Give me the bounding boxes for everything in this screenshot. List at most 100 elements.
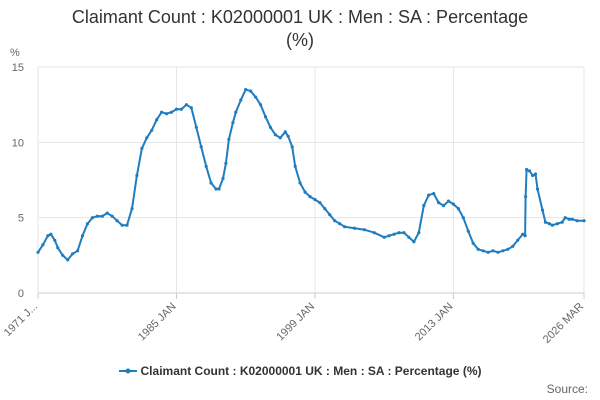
data-point	[466, 229, 470, 233]
data-point	[550, 223, 554, 227]
data-point	[547, 222, 552, 226]
data-point	[46, 234, 50, 238]
data-point	[217, 187, 221, 191]
data-point	[441, 204, 446, 208]
data-point	[36, 250, 40, 254]
data-point	[496, 250, 500, 254]
data-point	[352, 226, 357, 230]
data-point	[323, 207, 327, 211]
data-point	[95, 214, 99, 218]
data-point	[85, 222, 90, 226]
data-point	[110, 214, 114, 218]
data-point	[523, 234, 527, 238]
data-point	[481, 249, 485, 253]
data-point	[204, 164, 208, 168]
data-point	[501, 249, 505, 253]
data-point	[582, 219, 586, 223]
data-point	[259, 103, 263, 107]
data-point	[412, 240, 416, 244]
data-point	[521, 232, 525, 236]
data-point	[56, 246, 60, 250]
data-point	[333, 219, 337, 223]
data-point	[446, 199, 451, 203]
legend[interactable]: Claimant Count : K02000001 UK : Men : SA…	[0, 364, 600, 379]
data-point	[575, 219, 579, 223]
data-point	[179, 107, 183, 111]
legend-item[interactable]: Claimant Count : K02000001 UK : Men : SA…	[118, 364, 482, 378]
data-point	[491, 249, 495, 253]
data-point	[382, 235, 386, 239]
data-point	[417, 231, 421, 235]
chart-title-line2: (%)	[286, 30, 314, 50]
data-point	[244, 88, 248, 92]
data-point	[234, 110, 238, 114]
data-point	[533, 172, 538, 176]
data-point	[189, 106, 193, 110]
data-point	[140, 146, 144, 150]
x-tick-label: 2026 MAR	[541, 301, 586, 346]
data-point	[451, 202, 455, 206]
data-point	[570, 217, 574, 221]
data-point	[511, 244, 515, 248]
data-point	[61, 253, 65, 257]
data-point	[560, 220, 564, 224]
data-point	[90, 216, 94, 220]
data-point	[567, 217, 571, 221]
data-point	[318, 201, 322, 205]
data-point	[293, 164, 297, 168]
data-point	[160, 110, 164, 114]
data-point	[432, 192, 436, 196]
data-point	[476, 247, 480, 251]
data-point	[397, 231, 401, 235]
data-point	[184, 103, 188, 107]
data-point	[392, 232, 396, 236]
data-point	[169, 110, 174, 114]
data-point	[249, 89, 253, 93]
data-point	[165, 112, 169, 116]
data-point	[422, 204, 426, 208]
data-point	[76, 249, 80, 253]
data-point	[338, 222, 342, 226]
data-point	[486, 250, 490, 254]
data-point	[150, 128, 154, 132]
data-point	[120, 223, 124, 227]
source-label: Source:	[546, 382, 588, 396]
data-point	[313, 198, 317, 202]
data-point	[456, 207, 460, 211]
data-point	[224, 161, 228, 165]
data-point	[174, 107, 179, 111]
data-point	[528, 169, 532, 173]
data-point	[437, 201, 441, 205]
data-point	[298, 181, 302, 185]
data-point	[525, 167, 529, 172]
data-point	[80, 234, 85, 238]
data-point	[194, 125, 198, 129]
data-point	[268, 125, 272, 129]
data-point	[263, 115, 268, 119]
data-point	[254, 95, 258, 99]
data-point	[135, 173, 139, 178]
data-point	[308, 195, 312, 199]
data-point	[49, 232, 53, 236]
data-point	[555, 222, 559, 226]
legend-label: Claimant Count : K02000001 UK : Men : SA…	[140, 364, 482, 378]
data-point	[53, 238, 57, 242]
data-point	[273, 133, 277, 137]
data-point	[427, 193, 431, 197]
legend-line-marker-icon	[118, 368, 137, 374]
data-point	[362, 228, 366, 232]
data-point	[66, 258, 70, 262]
y-tick-label: 15	[12, 62, 24, 74]
y-axis-label: %	[10, 47, 20, 59]
data-point	[115, 219, 119, 223]
data-point	[71, 252, 75, 256]
data-point	[563, 216, 567, 220]
data-point	[125, 223, 129, 227]
data-point	[155, 118, 159, 122]
data-point	[540, 208, 545, 212]
data-point	[506, 247, 510, 251]
data-point	[41, 243, 45, 247]
data-point	[387, 234, 391, 238]
data-point	[231, 121, 235, 125]
